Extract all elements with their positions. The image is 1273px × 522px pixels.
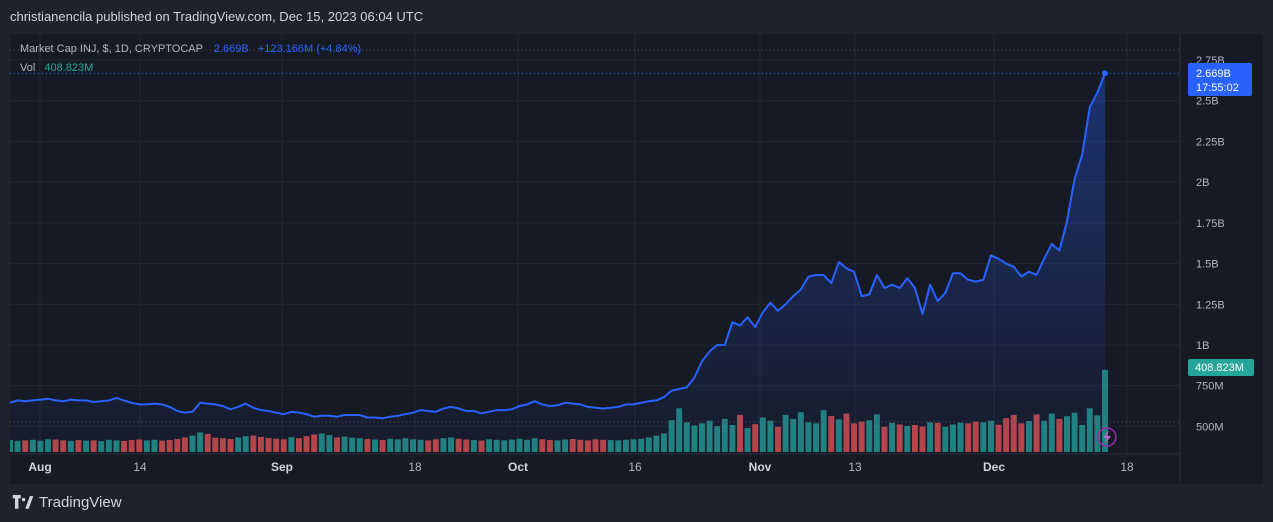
lightning-icon: [1097, 427, 1117, 447]
tradingview-brand: TradingView: [39, 494, 122, 511]
chart-legend: Market Cap INJ, $, 1D, CRYPTOCAP 2.669B …: [20, 40, 361, 78]
x-tick-label: Aug: [28, 460, 51, 474]
volume-badge-value: 408.823M: [1195, 362, 1244, 374]
legend-volume-row: Vol 408.823M: [20, 59, 361, 78]
x-tick-label: Sep: [271, 460, 293, 474]
y-tick-label: 2.5B: [1196, 96, 1219, 108]
header-bar: christianencila published on TradingView…: [0, 0, 1273, 34]
price-badge-countdown: 17:55:02: [1196, 82, 1239, 94]
x-tick-label: 13: [848, 460, 862, 474]
volume-badge: 408.823M: [1188, 359, 1254, 376]
legend-value: 2.669B: [213, 43, 249, 55]
legend-vol-value: 408.823M: [44, 62, 94, 74]
y-tick-label: 1.5B: [1196, 259, 1219, 271]
x-tick-label: 18: [408, 460, 422, 474]
y-tick-label: 500M: [1196, 421, 1224, 433]
x-tick-label: Nov: [749, 460, 772, 474]
price-badge-value: 2.669B: [1196, 68, 1231, 80]
y-tick-label: 1.25B: [1196, 299, 1225, 311]
grid-lines: [10, 34, 1180, 454]
price-area-fill: [10, 73, 1105, 454]
y-tick-label: 2B: [1196, 177, 1209, 189]
tradingview-logo[interactable]: TradingView: [12, 494, 122, 511]
tradingview-logo-icon: [12, 494, 34, 509]
legend-change: +123.166M (+4.84%): [257, 43, 362, 55]
price-line: [10, 72, 1106, 420]
axes: 2.75B2.5B2.25B2B1.75B1.5B1.25B1B750M500M…: [10, 34, 1254, 484]
x-tick-label: Dec: [983, 460, 1005, 474]
y-tick-label: 1B: [1196, 340, 1209, 352]
chart-svg[interactable]: 2.75B2.5B2.25B2B1.75B1.5B1.25B1B750M500M…: [10, 34, 1263, 484]
last-price-dot: [1102, 70, 1108, 77]
published-line: christianencila published on TradingView…: [10, 9, 424, 24]
x-tick-label: 18: [1120, 460, 1134, 474]
x-tick-label: 14: [133, 460, 147, 474]
price-area: [10, 70, 1108, 454]
legend-vol-label[interactable]: Vol: [20, 62, 36, 74]
legend-price-row: Market Cap INJ, $, 1D, CRYPTOCAP 2.669B …: [20, 40, 361, 59]
price-badge: 2.669B 17:55:02: [1188, 63, 1252, 96]
footer-bar: TradingView: [0, 484, 1273, 522]
y-tick-label: 1.75B: [1196, 218, 1225, 230]
chart-overlay: [10, 49, 1180, 447]
legend-symbol[interactable]: Market Cap INJ, $, 1D, CRYPTOCAP: [20, 43, 203, 55]
x-tick-label: 16: [628, 460, 642, 474]
x-tick-label: Oct: [508, 460, 528, 474]
y-tick-label: 750M: [1196, 381, 1224, 393]
y-tick-label: 2.25B: [1196, 136, 1225, 148]
chart-panel[interactable]: 2.75B 2.5B 2.25B 2B 1.75B 1.5B 1.25B 1B 750M 500M…: [10, 34, 1263, 484]
